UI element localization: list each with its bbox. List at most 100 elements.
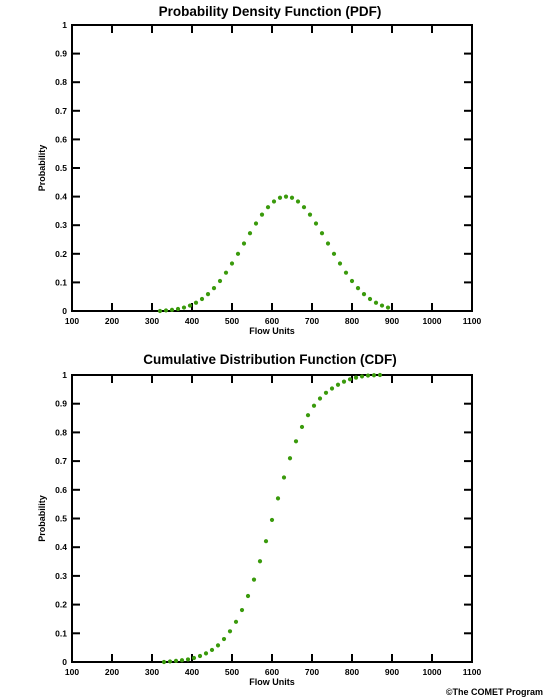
data-point xyxy=(197,653,203,659)
x-tick-label: 1000 xyxy=(423,316,442,326)
data-point xyxy=(293,439,299,444)
x-axis-label: Flow Units xyxy=(249,677,295,687)
x-tick-label: 100 xyxy=(65,667,79,677)
data-point xyxy=(371,373,377,378)
data-point xyxy=(347,377,353,382)
data-point xyxy=(227,629,233,634)
data-point xyxy=(317,396,323,401)
y-tick-label: 0 xyxy=(62,657,67,667)
data-point xyxy=(355,286,361,291)
data-point xyxy=(179,658,185,663)
y-axis-label: Probability xyxy=(37,495,47,542)
y-tick-label: 0.5 xyxy=(55,163,67,173)
x-tick-label: 100 xyxy=(65,316,79,326)
data-point xyxy=(163,308,169,313)
y-tick-label: 0.7 xyxy=(55,456,67,466)
data-point xyxy=(185,657,191,662)
data-point xyxy=(289,195,295,200)
data-point xyxy=(211,286,217,291)
data-point xyxy=(269,517,275,523)
data-point xyxy=(335,382,341,387)
y-tick-label: 0.3 xyxy=(55,571,67,581)
data-point xyxy=(377,372,383,378)
data-point xyxy=(203,651,209,656)
y-tick-label: 0.3 xyxy=(55,220,67,230)
data-point xyxy=(361,292,367,297)
y-tick-label: 0.6 xyxy=(55,134,67,144)
x-tick-label: 200 xyxy=(105,667,119,677)
data-point xyxy=(193,300,199,305)
data-point xyxy=(311,403,317,408)
x-tick-label: 800 xyxy=(345,316,359,326)
data-point xyxy=(283,194,289,199)
x-tick-label: 500 xyxy=(225,316,239,326)
data-point xyxy=(229,261,235,266)
data-point xyxy=(169,307,175,312)
x-tick-label: 300 xyxy=(145,667,159,677)
chart-title: Cumulative Distribution Function (CDF) xyxy=(143,352,396,367)
data-point xyxy=(329,386,335,391)
chart-1: Probability Density Function (PDF) 100 200… xyxy=(37,4,481,336)
data-point xyxy=(223,270,229,275)
data-point xyxy=(353,375,359,380)
data-point xyxy=(325,241,331,246)
data-point xyxy=(281,475,287,480)
x-tick-label: 300 xyxy=(145,316,159,326)
x-tick-label: 800 xyxy=(345,667,359,677)
y-tick-label: 0.1 xyxy=(55,277,67,287)
x-tick-label: 1000 xyxy=(423,667,442,677)
data-point xyxy=(173,658,179,663)
x-tick-label: 900 xyxy=(385,316,399,326)
x-tick-label: 600 xyxy=(265,316,279,326)
data-point xyxy=(239,607,245,613)
y-tick-label: 0.2 xyxy=(55,249,67,259)
data-point xyxy=(251,577,257,582)
data-point xyxy=(331,251,337,256)
data-point xyxy=(367,296,373,302)
data-point xyxy=(247,231,253,236)
data-point xyxy=(319,231,325,236)
data-point xyxy=(245,593,251,599)
y-tick-label: 0.9 xyxy=(55,49,67,59)
x-tick-label: 700 xyxy=(305,316,319,326)
data-point xyxy=(199,296,205,302)
data-point xyxy=(385,305,391,310)
data-point xyxy=(301,205,307,210)
y-tick-label: 0.1 xyxy=(55,628,67,638)
data-point xyxy=(221,636,227,642)
y-tick-label: 0.8 xyxy=(55,77,67,87)
data-point xyxy=(233,619,239,624)
data-point xyxy=(373,300,379,305)
data-point xyxy=(217,278,223,284)
credit-text: ©The COMET Program xyxy=(445,687,543,697)
data-point xyxy=(359,374,365,379)
data-series xyxy=(161,372,383,665)
data-point xyxy=(349,278,355,284)
chart-2: Cumulative Distribution Function (CDF) 10… xyxy=(37,352,481,687)
chart-title: Probability Density Function (PDF) xyxy=(159,4,382,19)
data-point xyxy=(265,205,271,210)
data-point xyxy=(209,647,215,653)
x-tick-label: 1100 xyxy=(463,667,482,677)
data-point xyxy=(277,195,283,200)
data-point xyxy=(263,539,269,544)
data-point xyxy=(343,270,349,275)
data-point xyxy=(307,212,313,217)
data-point xyxy=(271,199,277,204)
data-point xyxy=(235,251,241,256)
y-tick-label: 0.9 xyxy=(55,399,67,409)
y-tick-label: 0.6 xyxy=(55,485,67,495)
x-tick-label: 200 xyxy=(105,316,119,326)
plot-frame xyxy=(71,24,473,312)
x-tick-label: 700 xyxy=(305,667,319,677)
x-tick-label: 900 xyxy=(385,667,399,677)
y-tick-label: 0.2 xyxy=(55,600,67,610)
data-point xyxy=(275,496,281,501)
x-tick-label: 1100 xyxy=(463,316,482,326)
data-point xyxy=(257,559,263,564)
data-point xyxy=(205,292,211,297)
data-point xyxy=(191,655,197,661)
data-point xyxy=(161,659,167,665)
data-point xyxy=(365,373,371,378)
x-tick-label: 400 xyxy=(185,316,199,326)
